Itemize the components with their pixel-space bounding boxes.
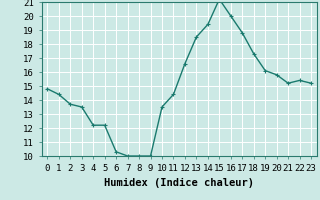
X-axis label: Humidex (Indice chaleur): Humidex (Indice chaleur) — [104, 178, 254, 188]
